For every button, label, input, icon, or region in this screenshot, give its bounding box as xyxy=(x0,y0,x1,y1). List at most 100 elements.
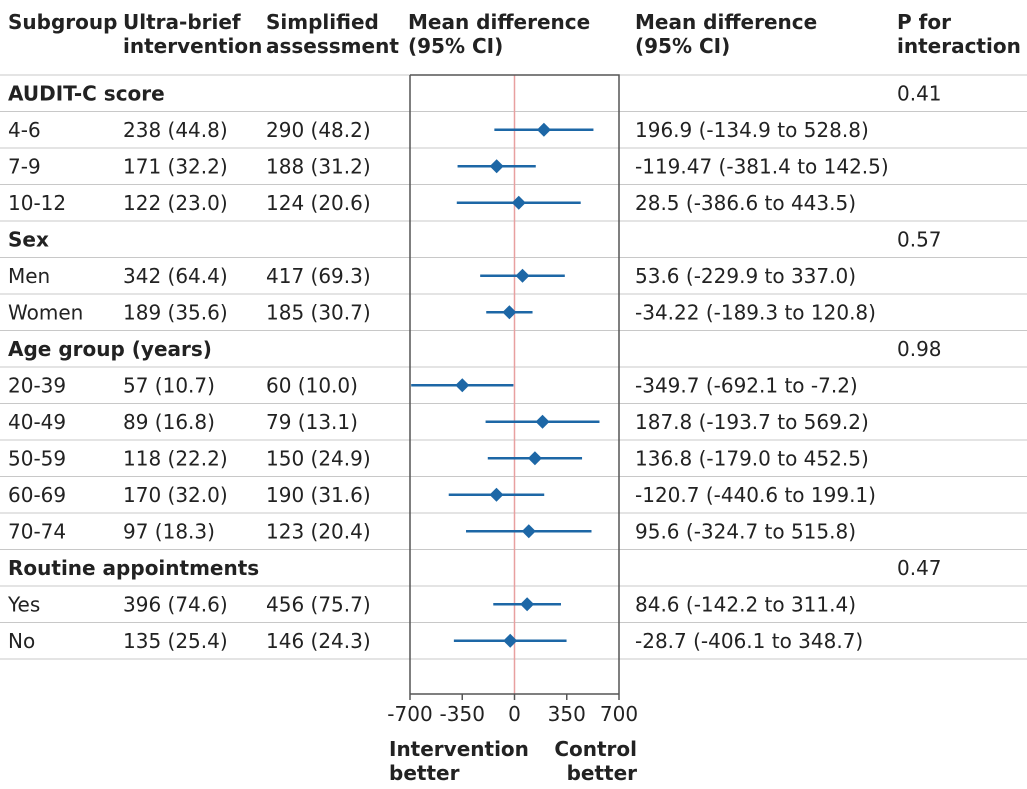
intervention-better-line2: better xyxy=(389,761,460,785)
control-better-line2: better xyxy=(567,761,638,785)
ultra-brief-count: 89 (16.8) xyxy=(123,410,215,434)
table-row: No 135 (25.4) 146 (24.3) -28.7 (-406.1 to 3… xyxy=(8,629,863,653)
intervention-better-line1: Intervention xyxy=(389,737,529,761)
group-label: AUDIT-C score xyxy=(8,81,165,105)
header-ultra-brief-line2: intervention xyxy=(123,34,262,58)
point-estimate-marker xyxy=(536,122,551,137)
subgroup-label: 20-39 xyxy=(8,373,66,397)
point-estimate-marker xyxy=(455,378,470,393)
table-row: 20-39 57 (10.7) 60 (10.0) -349.7 (-692.1 to… xyxy=(8,373,858,397)
ultra-brief-count: 396 (74.6) xyxy=(123,592,228,616)
point-estimate-marker xyxy=(489,159,504,174)
subgroup-label: 70-74 xyxy=(8,519,66,543)
header-simplified-line1: Simplified xyxy=(266,10,379,34)
point-estimate-marker xyxy=(502,305,517,320)
ultra-brief-count: 97 (18.3) xyxy=(123,519,215,543)
header-ultra-brief-line1: Ultra-brief xyxy=(123,10,241,34)
mean-difference-ci: -120.7 (-440.6 to 199.1) xyxy=(635,483,876,507)
table-row: 50-59 118 (22.2) 150 (24.9) 136.8 (-179.0 t… xyxy=(8,446,869,470)
point-estimate-marker xyxy=(511,195,526,210)
table-row: 7-9 171 (32.2) 188 (31.2) -119.47 (-381.4 t… xyxy=(8,154,889,178)
simplified-count: 456 (75.7) xyxy=(266,592,371,616)
group-label: Sex xyxy=(8,227,49,251)
header-p-interaction-line1: P for xyxy=(897,10,951,34)
subgroup-label: 10-12 xyxy=(8,191,66,215)
header-simplified-line2: assessment xyxy=(266,34,399,58)
mean-difference-ci: 84.6 (-142.2 to 311.4) xyxy=(635,592,856,616)
p-interaction-value: 0.57 xyxy=(897,227,942,251)
table-row: Yes 396 (74.6) 456 (75.7) 84.6 (-142.2 to 3… xyxy=(7,592,856,616)
mean-difference-ci: 136.8 (-179.0 to 452.5) xyxy=(635,446,869,470)
mean-difference-ci: -119.47 (-381.4 to 142.5) xyxy=(635,154,889,178)
x-axis: -700 -350 0 350 700 xyxy=(387,693,638,726)
ultra-brief-count: 118 (22.2) xyxy=(123,446,228,470)
point-estimate-marker xyxy=(520,597,535,612)
subgroup-label: Yes xyxy=(7,592,40,616)
table-row: 4-6 238 (44.8) 290 (48.2) 196.9 (-134.9 to … xyxy=(8,118,869,142)
point-estimate-marker xyxy=(535,414,550,429)
control-better-line1: Control xyxy=(554,737,637,761)
ultra-brief-count: 57 (10.7) xyxy=(123,373,215,397)
mean-difference-ci: 187.8 (-193.7 to 569.2) xyxy=(635,410,869,434)
ultra-brief-count: 189 (35.6) xyxy=(123,300,228,324)
simplified-count: 290 (48.2) xyxy=(266,118,371,142)
ultra-brief-count: 170 (32.0) xyxy=(123,483,228,507)
group-label: Routine appointments xyxy=(8,556,259,580)
header-subgroup: Subgroup xyxy=(8,10,117,34)
header-mean-difference-line1: Mean difference xyxy=(635,10,817,34)
mean-difference-ci: 95.6 (-324.7 to 515.8) xyxy=(635,519,856,543)
row-dividers xyxy=(0,74,1027,660)
group-row: Sex 0.57 xyxy=(8,227,942,251)
point-estimate-marker xyxy=(521,524,536,539)
table-row: 40-49 89 (16.8) 79 (13.1) 187.8 (-193.7 to … xyxy=(8,410,869,434)
ultra-brief-count: 342 (64.4) xyxy=(123,264,228,288)
subgroup-label: 40-49 xyxy=(8,410,66,434)
x-tick-label: 350 xyxy=(548,702,586,726)
header-p-interaction-line2: interaction xyxy=(897,34,1021,58)
subgroup-label: 50-59 xyxy=(8,446,66,470)
ultra-brief-count: 135 (25.4) xyxy=(123,629,228,653)
ultra-brief-count: 238 (44.8) xyxy=(123,118,228,142)
column-headers: Subgroup Ultra-brief intervention Simpli… xyxy=(8,10,1021,58)
x-tick-label: -350 xyxy=(440,702,485,726)
subgroup-label: Women xyxy=(8,300,83,324)
point-estimate-marker xyxy=(489,487,504,502)
plot-frame xyxy=(409,74,620,694)
p-interaction-value: 0.98 xyxy=(897,337,942,361)
x-tick-label: -700 xyxy=(387,702,432,726)
point-estimate-marker xyxy=(515,268,530,283)
header-mean-difference-line2: (95% CI) xyxy=(635,34,730,58)
mean-difference-ci: 53.6 (-229.9 to 337.0) xyxy=(635,264,856,288)
x-tick-label: 700 xyxy=(600,702,638,726)
simplified-count: 79 (13.1) xyxy=(266,410,358,434)
simplified-count: 417 (69.3) xyxy=(266,264,371,288)
simplified-count: 146 (24.3) xyxy=(266,629,371,653)
table-row: 70-74 97 (18.3) 123 (20.4) 95.6 (-324.7 to … xyxy=(8,519,856,543)
group-label: Age group (years) xyxy=(8,337,212,361)
simplified-count: 124 (20.6) xyxy=(266,191,371,215)
simplified-count: 150 (24.9) xyxy=(266,446,371,470)
subgroup-label: 4-6 xyxy=(8,118,41,142)
simplified-count: 188 (31.2) xyxy=(266,154,371,178)
subgroup-label: No xyxy=(8,629,35,653)
header-plot-line2: (95% CI) xyxy=(408,34,503,58)
mean-difference-ci: 28.5 (-386.6 to 443.5) xyxy=(635,191,856,215)
simplified-count: 190 (31.6) xyxy=(266,483,371,507)
group-row: Age group (years) 0.98 xyxy=(8,337,942,361)
subgroup-label: 60-69 xyxy=(8,483,66,507)
simplified-count: 123 (20.4) xyxy=(266,519,371,543)
ultra-brief-count: 171 (32.2) xyxy=(123,154,228,178)
simplified-count: 185 (30.7) xyxy=(266,300,371,324)
simplified-count: 60 (10.0) xyxy=(266,373,358,397)
point-estimate-marker xyxy=(503,633,518,648)
p-interaction-value: 0.47 xyxy=(897,556,942,580)
mean-difference-ci: -34.22 (-189.3 to 120.8) xyxy=(635,300,876,324)
header-plot-line1: Mean difference xyxy=(408,10,590,34)
table-row: Women 189 (35.6) 185 (30.7) -34.22 (-189.3 … xyxy=(8,300,876,324)
direction-labels: Intervention better Control better xyxy=(389,737,637,785)
table-row: 10-12 122 (23.0) 124 (20.6) 28.5 (-386.6 to… xyxy=(8,191,856,215)
group-row: Routine appointments 0.47 xyxy=(8,556,942,580)
table-row: 60-69 170 (32.0) 190 (31.6) -120.7 (-440.6 … xyxy=(8,483,876,507)
ultra-brief-count: 122 (23.0) xyxy=(123,191,228,215)
